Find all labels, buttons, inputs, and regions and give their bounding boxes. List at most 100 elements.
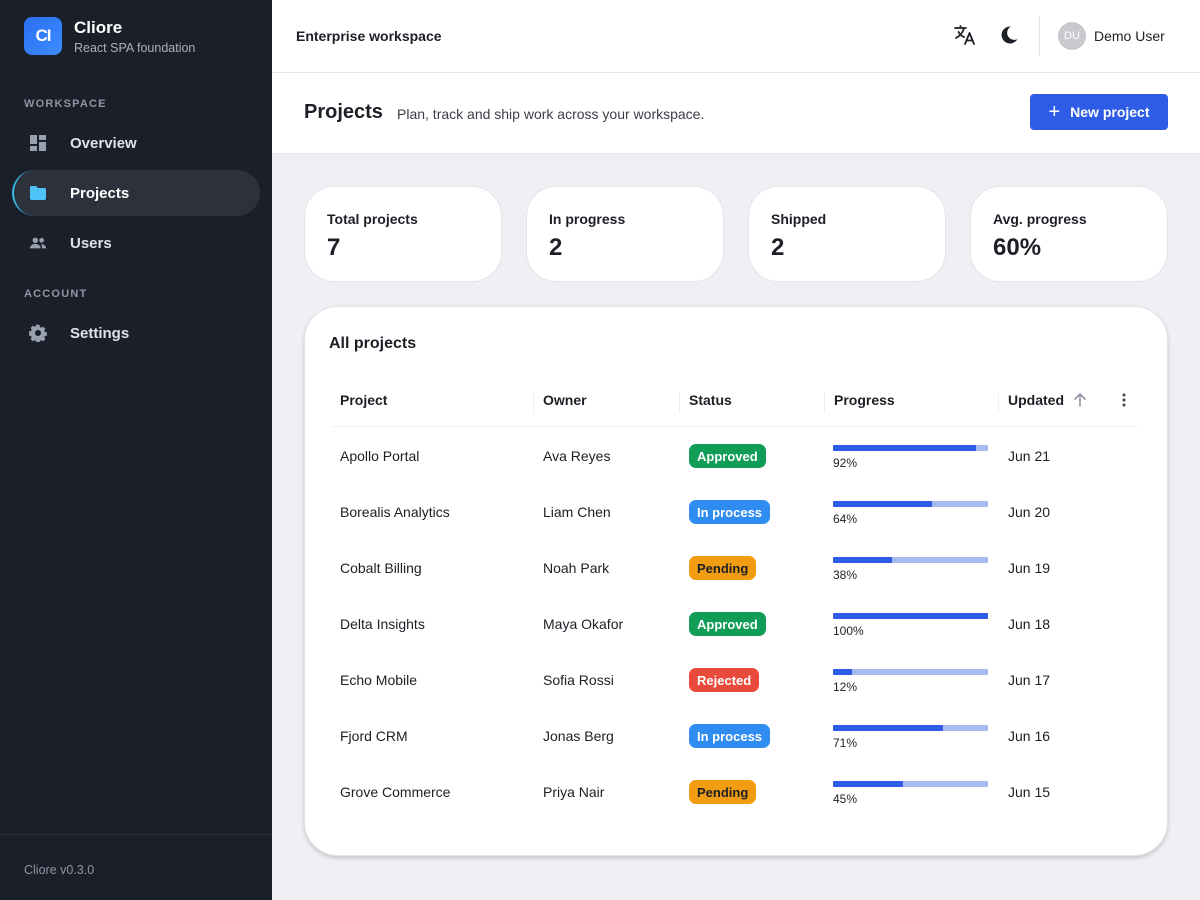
progress-bar-fill — [833, 725, 944, 731]
status-badge: In process — [689, 724, 771, 748]
new-project-label: New project — [1070, 104, 1150, 120]
project-name: Apollo Portal — [340, 448, 420, 464]
brand[interactable]: CI Cliore React SPA foundation — [24, 17, 195, 55]
progress-bar — [833, 613, 988, 619]
updated-date: Jun 20 — [1008, 504, 1051, 520]
workspace-title: Enterprise workspace — [296, 28, 442, 44]
sidebar-item-overview[interactable]: Overview — [12, 120, 260, 166]
plus-icon: + — [1048, 101, 1061, 123]
progress-bar — [833, 781, 988, 787]
sidebar-item-users[interactable]: Users — [12, 220, 260, 266]
stat-value: 7 — [327, 234, 341, 261]
column-header-owner[interactable]: Owner — [543, 392, 587, 408]
owner-name: Liam Chen — [543, 504, 611, 520]
owner-name: Jonas Berg — [543, 728, 614, 744]
table-row[interactable]: Fjord CRM Jonas Berg In process 71% Jun 16 — [333, 707, 1137, 763]
page-title: Projects — [304, 101, 383, 123]
language-button[interactable] — [950, 22, 980, 52]
progress-bar — [833, 669, 988, 675]
owner-name: Noah Park — [543, 560, 610, 576]
owner-name: Priya Nair — [543, 784, 605, 800]
stat-label: In progress — [549, 211, 626, 227]
table-row[interactable]: Grove Commerce Priya Nair Pending 45% Jun 15 — [333, 763, 1137, 819]
sort-ascending-icon[interactable] — [1073, 392, 1087, 413]
more-options-icon[interactable] — [1121, 391, 1127, 414]
progress-value: 92% — [833, 456, 858, 470]
updated-date: Jun 19 — [1008, 560, 1051, 576]
stat-value: 2 — [549, 234, 563, 261]
project-name: Delta Insights — [340, 616, 425, 632]
folder-icon — [29, 184, 47, 202]
sidebar-footer: Cliore v0.3.0 — [0, 834, 272, 900]
owner-name: Sofia Rossi — [543, 672, 614, 688]
brand-subtitle: React SPA foundation — [74, 40, 196, 55]
brand-text: Cliore React SPA foundation — [74, 18, 195, 55]
dashboard-icon — [29, 134, 47, 152]
top-bar: Enterprise workspace DU Demo User — [272, 0, 1200, 73]
project-name: Echo Mobile — [340, 672, 418, 688]
brand-logo: CI — [24, 17, 62, 55]
table-row[interactable]: Apollo Portal Ava Reyes Approved 92% Jun 21 — [333, 427, 1137, 483]
stat-card-shipped: Shipped 2 — [748, 186, 946, 282]
progress-value: 71% — [833, 736, 858, 750]
progress-bar-fill — [833, 669, 852, 675]
column-divider — [533, 393, 534, 413]
table-row[interactable]: Cobalt Billing Noah Park Pending 38% Jun 19 — [333, 539, 1137, 595]
section-label-workspace: WORKSPACE — [24, 98, 107, 110]
updated-date: Jun 17 — [1008, 672, 1051, 688]
gear-icon — [29, 324, 47, 342]
sidebar-item-settings[interactable]: Settings — [12, 310, 260, 356]
progress-value: 38% — [833, 568, 858, 582]
progress-value: 45% — [833, 792, 858, 806]
stat-card-avg-progress: Avg. progress 60% — [970, 186, 1168, 282]
stat-card-in-progress: In progress 2 — [526, 186, 724, 282]
project-name: Borealis Analytics — [340, 504, 450, 520]
column-divider — [679, 393, 680, 413]
moon-icon — [999, 25, 1019, 50]
table-header: Project Owner Status Progress Updated — [333, 379, 1137, 427]
updated-date: Jun 16 — [1008, 728, 1051, 744]
progress-bar-fill — [833, 557, 892, 563]
user-menu[interactable]: DU Demo User — [1058, 22, 1165, 50]
progress-value: 64% — [833, 512, 858, 526]
table-row[interactable]: Delta Insights Maya Okafor Approved 100% Jun… — [333, 595, 1137, 651]
sidebar-item-label: Settings — [70, 324, 130, 342]
version-label: Cliore v0.3.0 — [24, 863, 95, 877]
status-badge: Pending — [689, 780, 757, 804]
theme-toggle-button[interactable] — [994, 22, 1024, 52]
table-title: All projects — [329, 335, 417, 352]
status-badge: Approved — [689, 612, 766, 636]
status-badge: Approved — [689, 444, 766, 468]
progress-bar — [833, 501, 988, 507]
column-header-updated[interactable]: Updated — [1008, 392, 1064, 408]
project-name: Grove Commerce — [340, 784, 451, 800]
owner-name: Maya Okafor — [543, 616, 624, 632]
new-project-button[interactable]: + New project — [1030, 94, 1168, 130]
table-row[interactable]: Echo Mobile Sofia Rossi Rejected 12% Jun 17 — [333, 651, 1137, 707]
header-divider — [1039, 16, 1040, 56]
stat-value: 2 — [771, 234, 785, 261]
stat-value: 60% — [993, 234, 1042, 261]
table-row[interactable]: Borealis Analytics Liam Chen In process 64%… — [333, 483, 1137, 539]
progress-value: 100% — [833, 624, 864, 638]
status-badge: Rejected — [689, 668, 760, 692]
translate-icon — [953, 23, 977, 52]
column-header-status[interactable]: Status — [689, 392, 732, 408]
sidebar-item-projects[interactable]: Projects — [12, 170, 260, 216]
updated-date: Jun 21 — [1008, 448, 1051, 464]
progress-bar — [833, 725, 988, 731]
brand-name: Cliore — [74, 17, 123, 37]
progress-bar-fill — [833, 445, 976, 451]
column-divider — [824, 393, 825, 413]
projects-table-card: All projects Project Owner Status Progre… — [304, 306, 1168, 856]
page-subtitle: Plan, track and ship work across your wo… — [397, 106, 705, 122]
avatar: DU — [1058, 22, 1086, 50]
column-header-project[interactable]: Project — [340, 392, 388, 408]
column-header-progress[interactable]: Progress — [834, 392, 895, 408]
section-label-account: ACCOUNT — [24, 288, 88, 300]
status-badge: In process — [689, 500, 771, 524]
stat-label: Shipped — [771, 211, 827, 227]
project-name: Cobalt Billing — [340, 560, 422, 576]
owner-name: Ava Reyes — [543, 448, 611, 464]
stat-card-total: Total projects 7 — [304, 186, 502, 282]
